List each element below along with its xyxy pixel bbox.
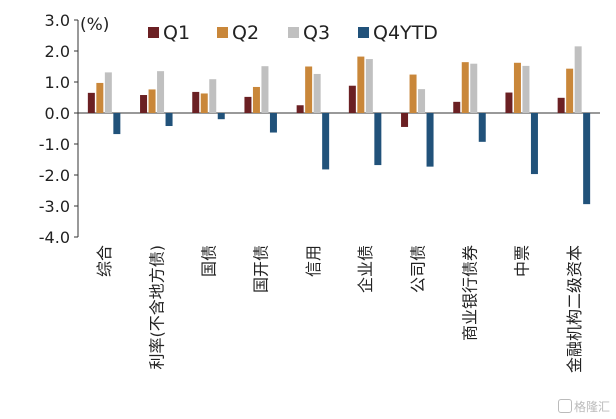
unit-label: (%)	[80, 15, 109, 35]
bar-q3-8	[522, 65, 530, 113]
y-tick-label: 1.0	[45, 73, 70, 92]
x-category-label: 国债	[200, 245, 219, 277]
bar-q3-7	[470, 63, 478, 113]
x-category-label: 信用	[304, 245, 323, 277]
bar-q1-6	[401, 113, 409, 127]
bar-q2-9	[566, 68, 574, 113]
bar-q1-0	[87, 92, 95, 113]
bar-q4ytd-1	[165, 113, 173, 127]
legend-swatch-q1	[148, 27, 159, 38]
bar-q1-3	[244, 96, 252, 113]
bar-q4ytd-4	[322, 113, 330, 170]
x-axis-labels: 综合 利率(不含地方债) 国债 国开债 信用 企业债 公司债 商业银行债券 中票 金融机构二级资本	[95, 245, 584, 373]
bar-q4ytd-0	[113, 113, 121, 135]
bar-q2-3	[252, 86, 260, 113]
x-category-label: 中票	[513, 245, 532, 277]
bar-q1-9	[557, 97, 565, 113]
bar-q1-4	[296, 105, 304, 113]
bar-q4ytd-8	[530, 113, 538, 175]
bar-q2-0	[96, 82, 104, 113]
bar-q2-6	[409, 74, 417, 113]
legend-swatch-q3	[288, 27, 299, 38]
bar-q1-2	[192, 91, 200, 113]
y-tick-label: 3.0	[45, 11, 70, 30]
bar-q2-5	[357, 56, 365, 113]
bar-q3-4	[313, 73, 321, 113]
bar-q4ytd-6	[426, 113, 434, 167]
y-tick-label: -2.0	[39, 166, 70, 185]
legend: Q1 Q2 Q3 Q4YTD	[148, 22, 438, 44]
y-axis: 3.0 2.0 1.0 0.0 -1.0 -2.0 -3.0 -4.0	[39, 11, 600, 247]
bar-q3-6	[418, 89, 426, 113]
legend-label-q2: Q2	[232, 22, 259, 44]
watermark-text: 格隆汇	[573, 400, 610, 414]
bar-q4ytd-9	[583, 113, 591, 205]
legend-label-q1: Q1	[163, 22, 190, 44]
bar-q4ytd-7	[478, 113, 486, 142]
y-tick-label: 0.0	[45, 104, 70, 123]
bar-q3-1	[157, 71, 165, 113]
bar-q3-0	[104, 72, 112, 113]
y-tick-label: -1.0	[39, 135, 70, 154]
bar-q2-7	[461, 62, 469, 113]
bar-q3-9	[574, 46, 582, 113]
x-category-label: 公司债	[408, 245, 427, 293]
legend-swatch-q2	[217, 27, 228, 38]
x-category-label: 国开债	[252, 245, 271, 293]
x-category-label: 综合	[95, 245, 114, 277]
bar-q3-3	[261, 66, 269, 113]
bar-q4ytd-2	[217, 113, 225, 120]
legend-label-q4ytd: Q4YTD	[373, 22, 438, 44]
legend-swatch-q4ytd	[358, 27, 369, 38]
x-category-label: 金融机构二级资本	[565, 245, 584, 373]
y-tick-label: -4.0	[39, 228, 70, 247]
bar-q2-2	[200, 93, 208, 113]
bar-q2-4	[305, 66, 313, 113]
x-category-label: 利率(不含地方债)	[147, 245, 166, 370]
legend-label-q3: Q3	[303, 22, 330, 44]
bar-q4ytd-3	[269, 113, 277, 133]
bar-q2-1	[148, 89, 156, 113]
bar-q2-8	[513, 62, 521, 113]
bar-q1-1	[140, 95, 148, 113]
x-category-label: 商业银行债券	[461, 245, 480, 341]
bar-q4ytd-5	[374, 113, 382, 166]
bar-q3-5	[365, 59, 373, 113]
bar-q1-5	[348, 85, 356, 113]
y-tick-label: 2.0	[45, 42, 70, 61]
bar-q1-8	[505, 92, 513, 113]
bar-q1-7	[453, 101, 461, 113]
bar-q3-2	[209, 79, 217, 113]
bars	[87, 46, 591, 205]
watermark: 格隆汇	[557, 398, 610, 415]
y-tick-label: -3.0	[39, 197, 70, 216]
x-category-label: 企业债	[356, 245, 375, 293]
watermark-logo-icon	[557, 399, 572, 413]
